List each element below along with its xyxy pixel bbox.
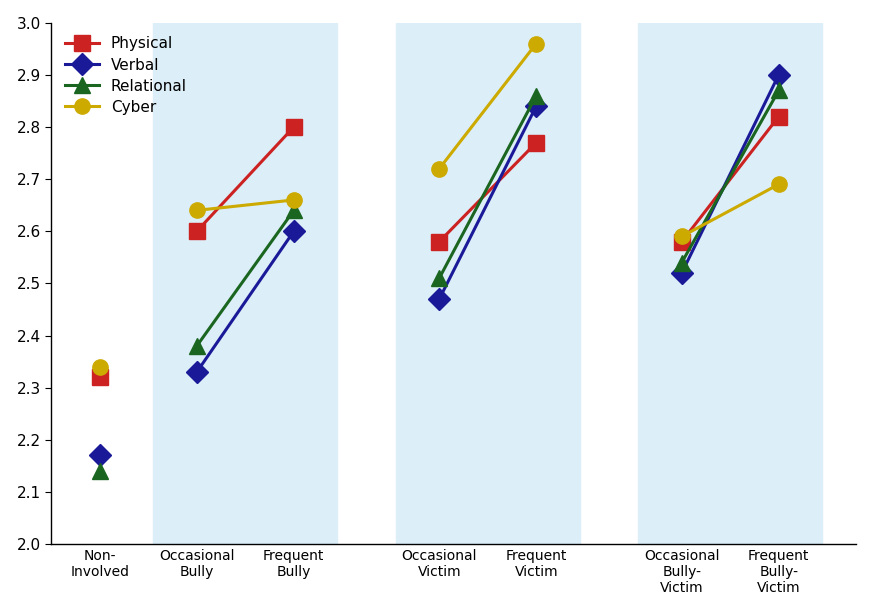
Legend: Physical, Verbal, Relational, Cyber: Physical, Verbal, Relational, Cyber — [59, 31, 193, 121]
Bar — [638, 23, 822, 544]
Bar — [395, 23, 580, 544]
Bar — [153, 23, 338, 544]
